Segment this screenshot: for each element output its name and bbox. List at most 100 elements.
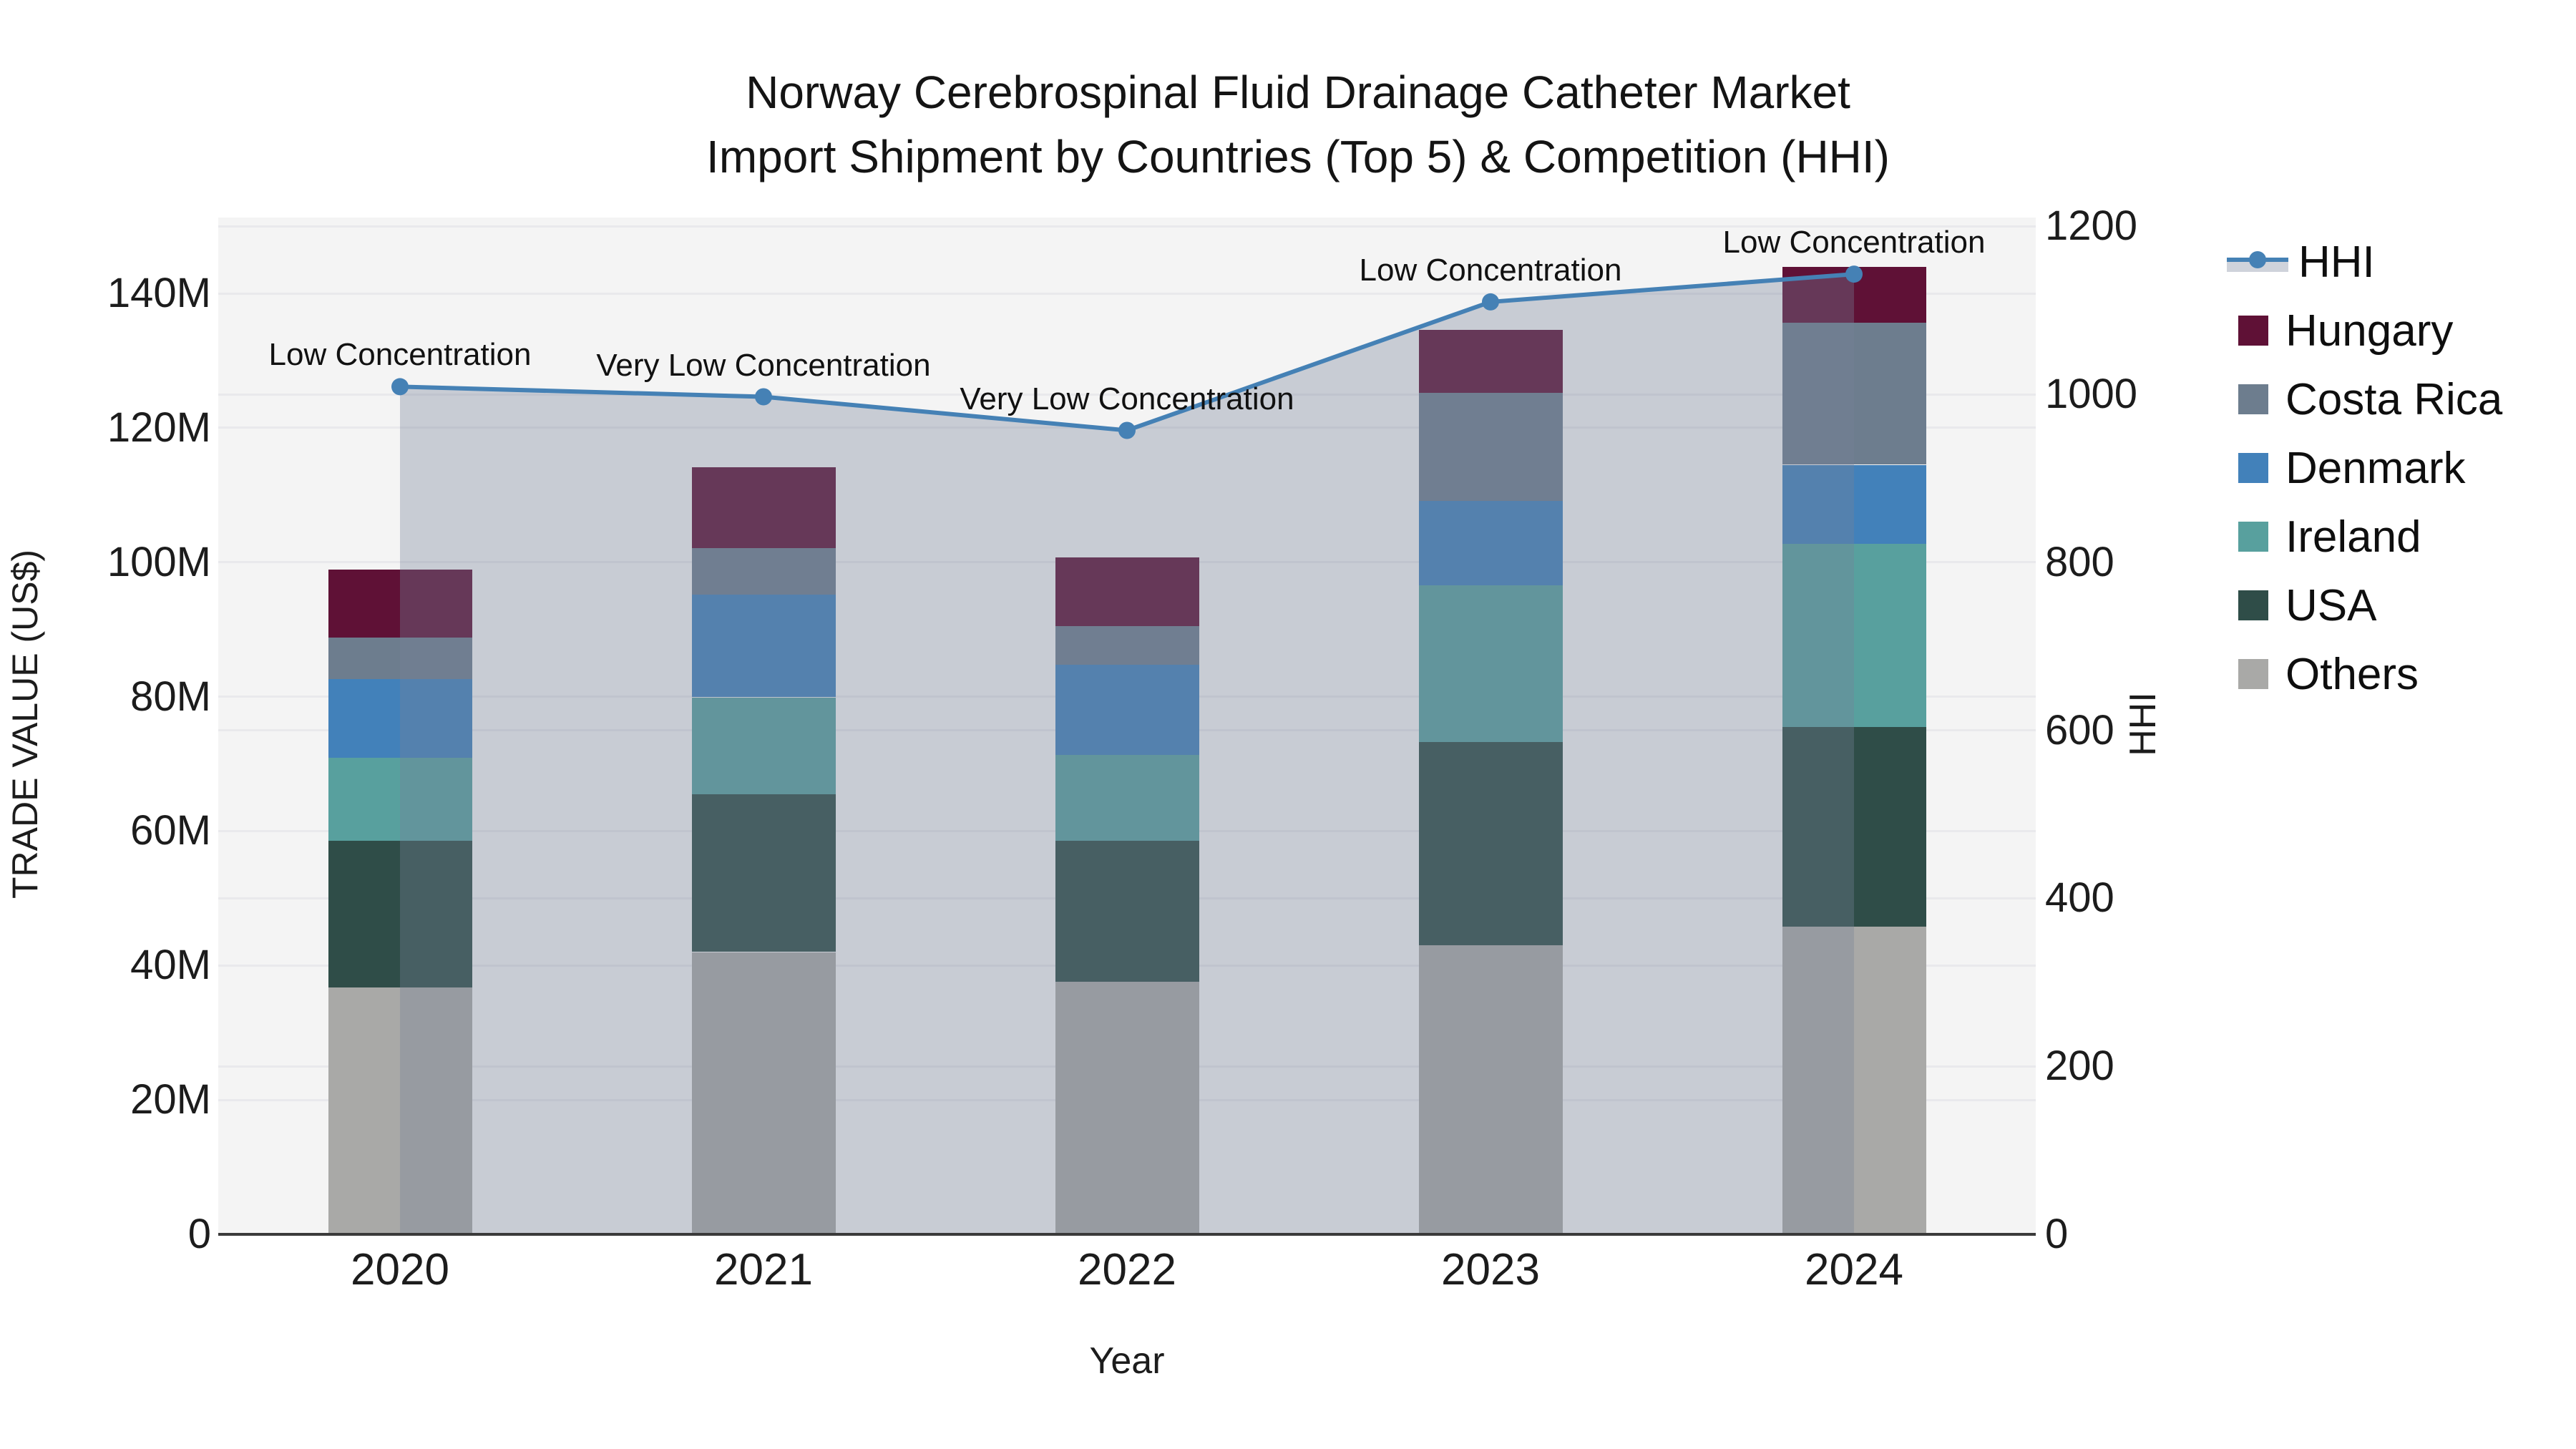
right-tick-1000: 1000 <box>2045 371 2138 417</box>
legend-label: Ireland <box>2285 512 2421 562</box>
legend-color-swatch <box>2238 590 2268 620</box>
right-tick-1200: 1200 <box>2045 203 2138 250</box>
legend-item-usa: USA <box>2238 571 2502 640</box>
bar-segment-costa-rica <box>1055 625 1199 665</box>
bar-group-2023 <box>1418 218 1563 1234</box>
left-tick-100M: 100M <box>107 538 211 585</box>
gridline-hhi <box>218 393 2036 396</box>
bar-group-2024 <box>1782 218 1926 1234</box>
annotation-2023: Low Concentration <box>1359 252 1622 288</box>
legend-color-swatch <box>2238 659 2268 689</box>
bar-segment-costa-rica <box>328 637 472 680</box>
annotation-2020: Low Concentration <box>268 337 532 373</box>
bar-segment-ireland <box>328 758 472 841</box>
bar-segment-usa <box>1055 840 1199 982</box>
bar-segment-others <box>328 987 472 1234</box>
bar-segment-denmark <box>328 679 472 758</box>
left-tick-20M: 20M <box>130 1076 211 1123</box>
x-tick-2023: 2023 <box>1441 1245 1540 1294</box>
hhi-marker-2023 <box>1482 293 1499 311</box>
legend-label: Hungary <box>2285 306 2454 356</box>
x-tick-2022: 2022 <box>1078 1245 1176 1294</box>
bar-segment-usa <box>328 840 472 988</box>
right-axis-title: HHI <box>2122 692 2164 756</box>
bar-group-2022 <box>1055 218 1199 1234</box>
hhi-marker-dot-icon <box>2249 251 2266 268</box>
chart-title: Norway Cerebrospinal Fluid Drainage Cath… <box>0 60 2576 189</box>
annotation-2021: Very Low Concentration <box>596 347 931 383</box>
gridline-hhi <box>218 225 2036 228</box>
left-tick-0: 0 <box>187 1211 211 1257</box>
right-tick-400: 400 <box>2045 874 2114 922</box>
right-tick-0: 0 <box>2045 1211 2069 1257</box>
legend-label: Denmark <box>2285 443 2466 493</box>
hhi-area-fill <box>400 274 1854 1234</box>
legend: HHI Hungary Costa Rica Denmark Ireland USA Oth… <box>2227 228 2502 708</box>
left-tick-40M: 40M <box>130 942 211 989</box>
bar-segment-ireland <box>1782 544 1926 727</box>
right-tick-200: 200 <box>2045 1043 2114 1090</box>
legend-label: Costa Rica <box>2285 374 2503 424</box>
legend-item-ireland: Ireland <box>2238 502 2502 571</box>
annotation-2024: Low Concentration <box>1722 225 1986 260</box>
legend-label: USA <box>2285 580 2377 630</box>
x-tick-2024: 2024 <box>1805 1245 1903 1294</box>
bar-segment-ireland <box>691 697 836 794</box>
bar-segment-others <box>691 952 836 1234</box>
bar-segment-denmark <box>1782 464 1926 545</box>
legend-color-swatch <box>2238 522 2268 552</box>
legend-item-hungary: Hungary <box>2238 296 2502 365</box>
legend-label: Others <box>2285 649 2419 699</box>
x-axis-line <box>218 1233 2036 1236</box>
bar-segment-costa-rica <box>691 548 836 595</box>
legend-item-others: Others <box>2238 640 2502 708</box>
plot-area: Low Concentration Very Low Concentration V… <box>218 218 2036 1236</box>
legend-item-costa-rica: Costa Rica <box>2238 365 2502 434</box>
annotation-2022: Very Low Concentration <box>960 381 1294 416</box>
left-tick-120M: 120M <box>107 404 211 451</box>
left-tick-140M: 140M <box>107 270 211 316</box>
gridline-trade-value <box>218 292 2036 295</box>
bar-segment-hungary <box>1418 329 1563 393</box>
x-axis-title: Year <box>1089 1340 1165 1382</box>
bar-group-2020 <box>328 218 472 1234</box>
chart-title-line-2: Import Shipment by Countries (Top 5) & C… <box>706 131 1890 182</box>
hhi-marker-2022 <box>1118 421 1136 439</box>
bar-segment-denmark <box>691 594 836 698</box>
bar-segment-usa <box>1782 726 1926 927</box>
bar-segment-denmark <box>1418 501 1563 585</box>
legend-color-swatch <box>2238 384 2268 414</box>
bar-segment-usa <box>691 794 836 952</box>
legend-item-denmark: Denmark <box>2238 434 2502 502</box>
bar-segment-costa-rica <box>1418 393 1563 502</box>
right-tick-800: 800 <box>2045 538 2114 585</box>
bar-group-2021 <box>691 218 836 1234</box>
hhi-marker-2021 <box>755 388 772 406</box>
left-tick-80M: 80M <box>130 673 211 720</box>
x-tick-2021: 2021 <box>714 1245 813 1294</box>
left-axis-title: TRADE VALUE (US$) <box>5 549 45 899</box>
legend-color-swatch <box>2238 316 2268 346</box>
bar-segment-usa <box>1418 742 1563 946</box>
bar-segment-hungary <box>1055 557 1199 626</box>
bar-segment-ireland <box>1055 755 1199 841</box>
legend-label: HHI <box>2298 237 2375 287</box>
left-tick-60M: 60M <box>130 807 211 854</box>
bar-segment-hungary <box>691 467 836 548</box>
hhi-marker-2020 <box>391 378 409 396</box>
hhi-line-legend-icon <box>2227 247 2288 277</box>
bar-segment-others <box>1055 981 1199 1234</box>
bar-segment-costa-rica <box>1782 323 1926 465</box>
legend-color-swatch <box>2238 453 2268 483</box>
chart-title-line-1: Norway Cerebrospinal Fluid Drainage Cath… <box>746 67 1850 118</box>
bar-segment-others <box>1418 945 1563 1234</box>
bar-segment-denmark <box>1055 665 1199 756</box>
x-tick-2020: 2020 <box>351 1245 449 1294</box>
bar-segment-others <box>1782 926 1926 1234</box>
bar-segment-ireland <box>1418 585 1563 743</box>
hhi-line-layer <box>391 265 1863 1234</box>
hhi-marker-2024 <box>1845 265 1863 283</box>
legend-item-hhi: HHI <box>2227 228 2502 296</box>
right-tick-600: 600 <box>2045 706 2114 753</box>
bar-segment-hungary <box>328 570 472 638</box>
